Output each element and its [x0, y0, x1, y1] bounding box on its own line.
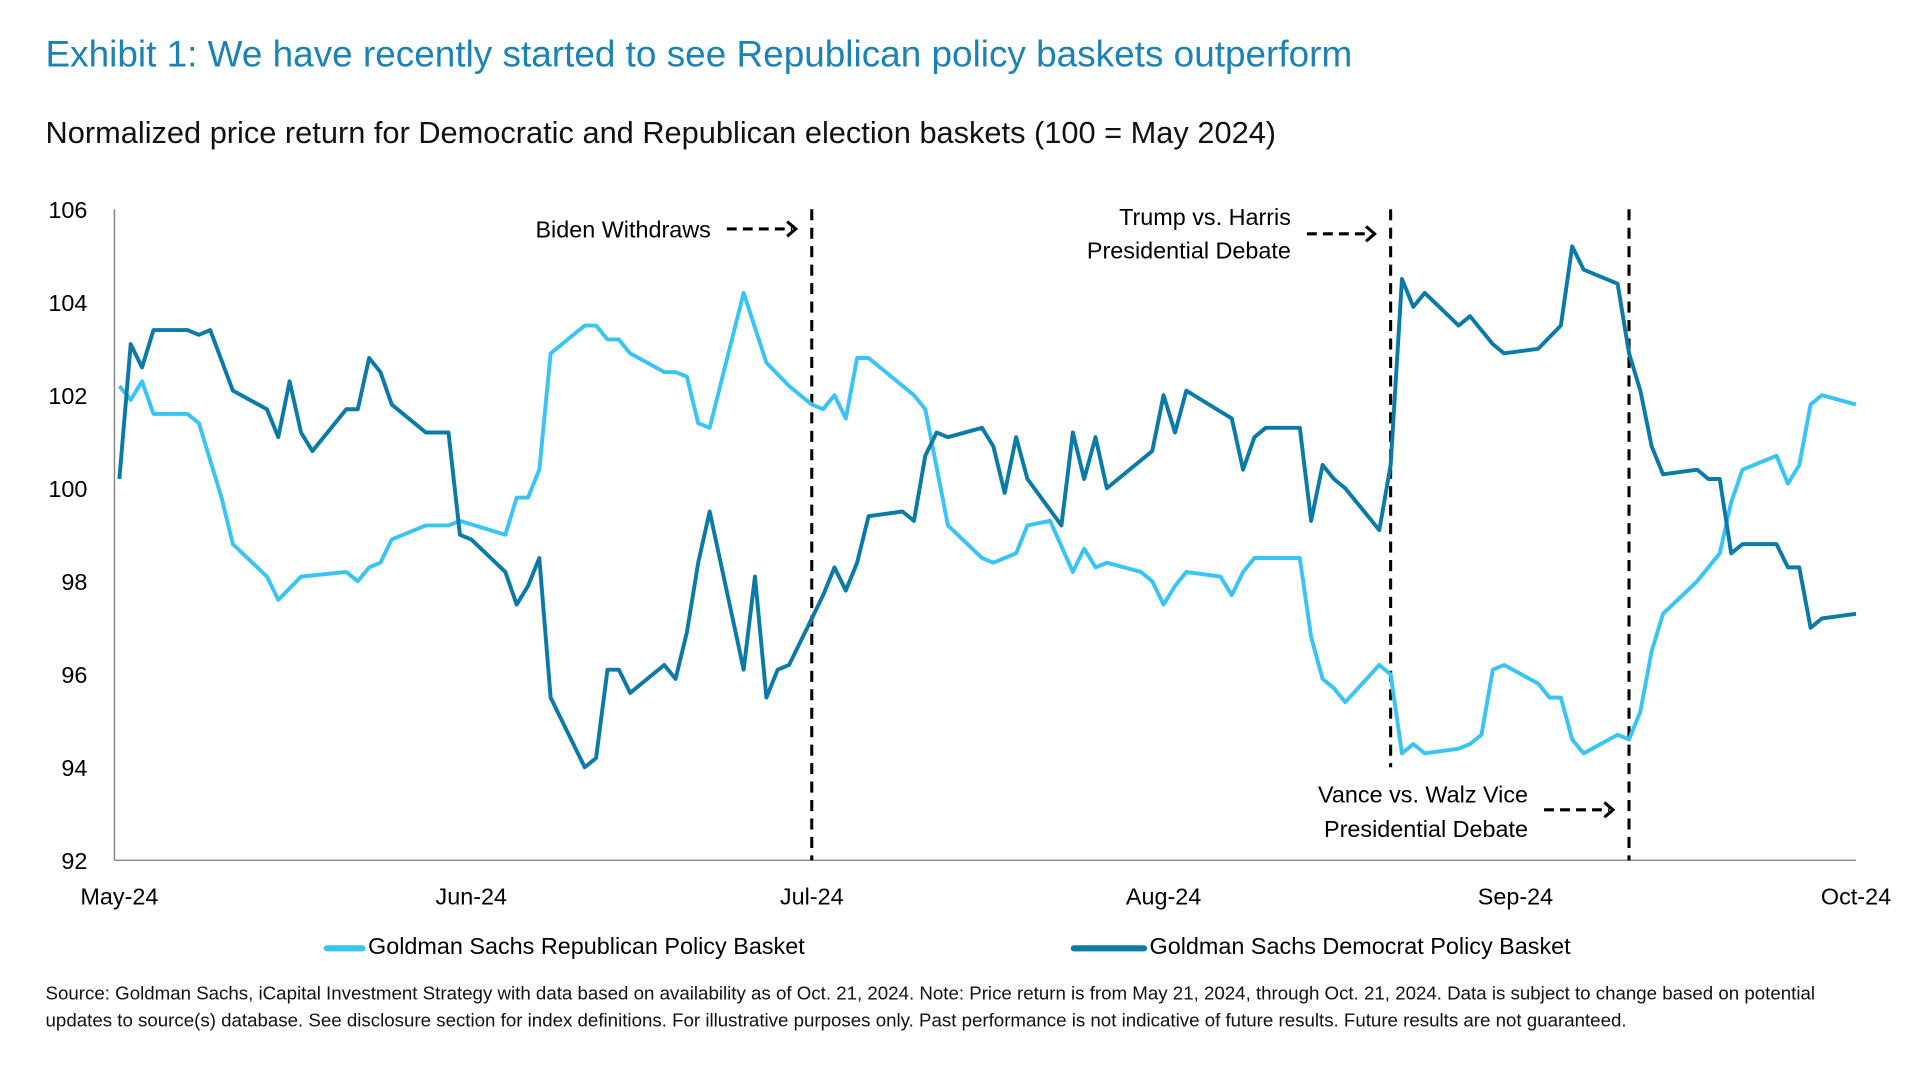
legend-label-republican: Goldman Sachs Republican Policy Basket — [368, 934, 805, 961]
line-chart: 92 94 96 98 100 102 104 106 May-24 Jun-24 Jul-24 Au… — [48, 197, 1891, 910]
y-tick-label: 92 — [61, 848, 87, 874]
chart-subtitle: Normalized price return for Democratic a… — [45, 115, 1277, 151]
x-tick-label: Jun-24 — [436, 884, 507, 910]
event-annotation-label: Vance vs. Walz Vice — [1318, 781, 1528, 807]
event-annotation-label: Biden Withdraws — [535, 217, 710, 243]
legend-item-democrat: Goldman Sachs Democrat Policy Basket — [1070, 934, 1571, 961]
y-tick-label: 102 — [48, 383, 87, 409]
event-annotation-label: Presidential Debate — [1324, 816, 1528, 842]
y-tick-label: 98 — [61, 569, 87, 595]
event-annotation-label: Trump vs. Harris — [1119, 204, 1291, 230]
series-line-republican — [117, 290, 1857, 756]
annotation-arrow-head — [1603, 801, 1616, 819]
chart-title: Exhibit 1: We have recently started to s… — [45, 34, 1353, 76]
y-tick-label: 96 — [61, 662, 87, 688]
legend-swatch-democrat — [1070, 944, 1148, 951]
x-tick-label: Jul-24 — [780, 884, 844, 910]
legend-swatch-republican — [323, 944, 366, 951]
legend-label-democrat: Goldman Sachs Democrat Policy Basket — [1149, 934, 1571, 961]
y-tick-label: 100 — [48, 476, 87, 502]
series-line-democrat — [117, 244, 1857, 770]
x-tick-label: Aug-24 — [1126, 884, 1201, 910]
y-tick-label: 106 — [48, 197, 87, 223]
x-tick-label: May-24 — [80, 884, 158, 910]
source-footnote: Source: Goldman Sachs, iCapital Investme… — [45, 983, 1816, 1032]
x-tick-label: Oct-24 — [1821, 884, 1891, 910]
y-tick-label: 104 — [48, 290, 87, 316]
event-annotation-label: Presidential Debate — [1087, 237, 1291, 263]
x-tick-label: Sep-24 — [1478, 884, 1553, 910]
annotation-arrow-head — [1365, 225, 1377, 243]
legend-item-republican: Goldman Sachs Republican Policy Basket — [323, 934, 805, 961]
y-tick-label: 94 — [61, 755, 87, 781]
annotation-arrow-head — [786, 220, 799, 238]
